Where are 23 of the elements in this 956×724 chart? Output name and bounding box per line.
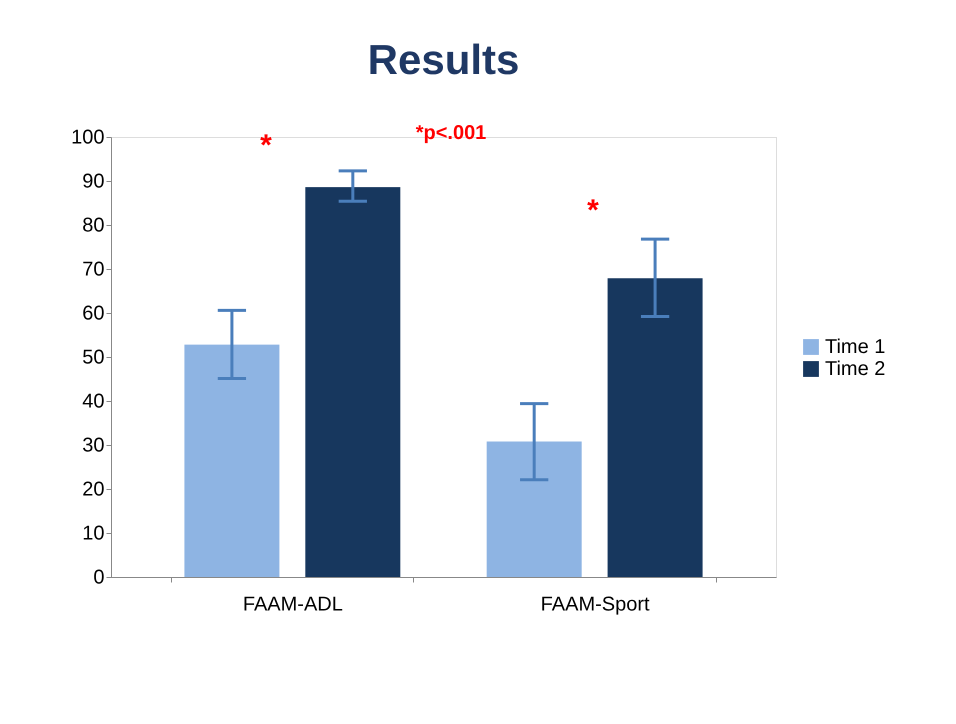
x-tick-label: FAAM-ADL — [242, 594, 343, 616]
chart-title: Results — [368, 36, 520, 83]
y-tick-label: 10 — [82, 522, 104, 544]
y-tick-label: 0 — [93, 566, 104, 588]
y-tick-label: 40 — [82, 390, 104, 412]
legend-label: Time 2 — [825, 358, 886, 380]
x-tick-label: FAAM-Sport — [540, 594, 650, 616]
y-tick-label: 50 — [82, 346, 104, 368]
annotation: * — [260, 129, 272, 162]
annotation: * — [587, 194, 600, 227]
y-tick-label: 30 — [82, 434, 104, 456]
bar — [608, 278, 703, 577]
bar — [184, 344, 280, 577]
y-tick-label: 80 — [82, 214, 104, 236]
bar — [486, 441, 582, 577]
y-tick-label: 90 — [82, 170, 104, 192]
bar — [305, 187, 400, 577]
legend-label: Time 1 — [825, 336, 886, 358]
y-tick-label: 100 — [71, 126, 104, 148]
y-tick-label: 20 — [82, 478, 104, 500]
y-tick-label: 60 — [82, 302, 104, 324]
annotation: *p<.001 — [416, 122, 486, 144]
y-tick-label: 70 — [82, 258, 104, 280]
